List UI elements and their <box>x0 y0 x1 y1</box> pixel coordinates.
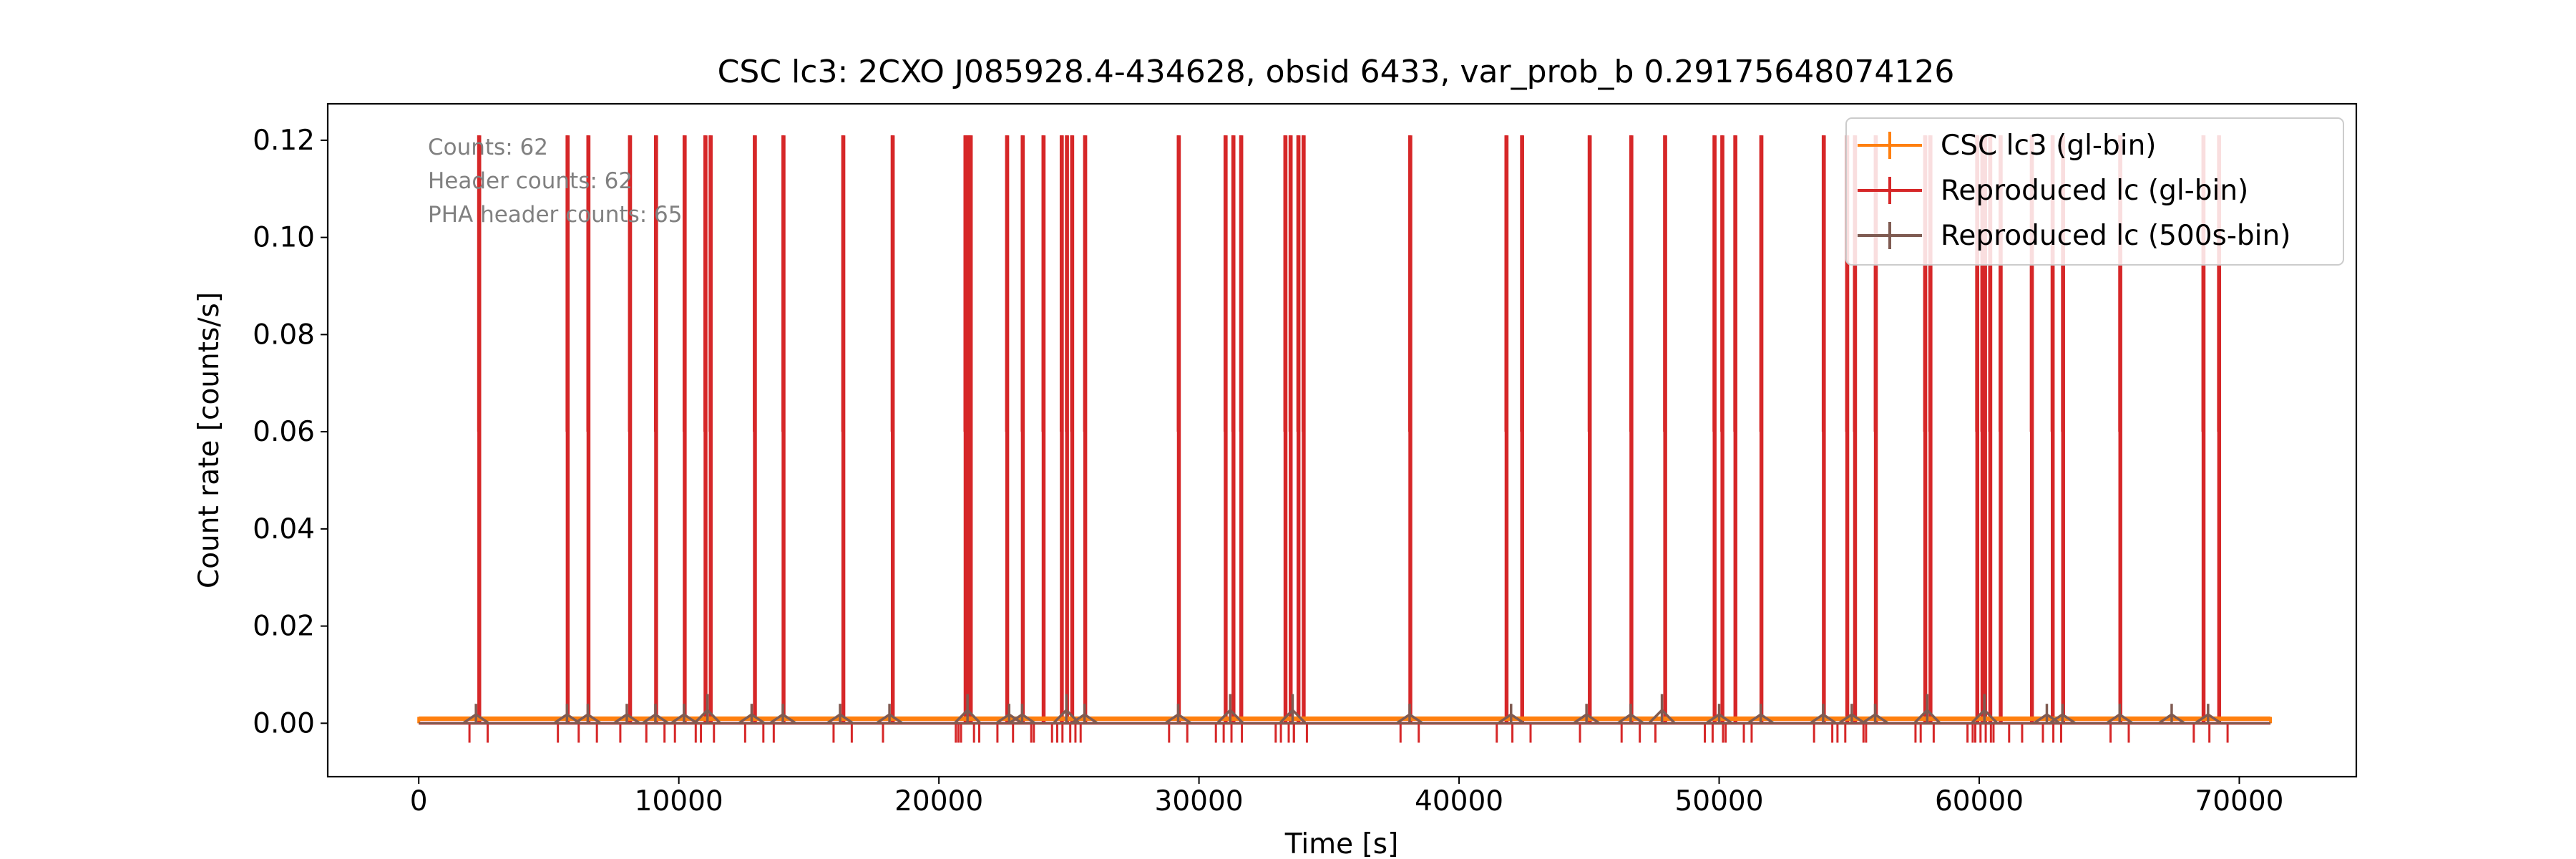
annotation-header-counts: Header counts: 62 <box>428 168 633 194</box>
y-tick-label: 0.02 <box>253 611 315 643</box>
y-tick-label: 0.12 <box>253 125 315 157</box>
x-tick-label: 10000 <box>635 785 723 817</box>
legend-label-reproduced-500s: Reproduced lc (500s-bin) <box>1941 220 2290 252</box>
y-tick-label: 0.10 <box>253 222 315 254</box>
y-axis-label: Count rate [counts/s] <box>193 292 225 588</box>
x-axis: 0 10000 20000 30000 40000 50000 60000 70000 <box>410 777 2283 817</box>
y-tick-label: 0.08 <box>253 319 315 351</box>
axes-frame <box>326 102 2358 778</box>
x-tick-label: 0 <box>410 785 428 817</box>
legend-label-reproduced-gl: Reproduced lc (gl-bin) <box>1941 175 2248 207</box>
x-axis-label: Time [s] <box>1284 828 1399 859</box>
chart-title: CSC lc3: 2CXO J085928.4-434628, obsid 64… <box>718 54 1955 90</box>
x-tick-label: 60000 <box>1935 785 2024 817</box>
legend-item-csc: CSC lc3 (gl-bin) <box>1858 130 2157 162</box>
legend-box <box>1845 117 2344 266</box>
y-tick-label: 0.04 <box>253 513 315 545</box>
plot-area <box>326 102 2358 778</box>
legend-item-reproduced-gl: Reproduced lc (gl-bin) <box>1858 175 2248 207</box>
y-axis: 0.00 0.02 0.04 0.06 0.08 0.10 0.12 <box>253 125 328 739</box>
annotation-counts: Counts: 62 <box>428 135 548 160</box>
annotation-pha-header-counts: PHA header counts: 65 <box>428 202 683 228</box>
x-tick-label: 50000 <box>1674 785 1763 817</box>
x-tick-label: 20000 <box>894 785 983 817</box>
x-tick-label: 30000 <box>1155 785 1244 817</box>
legend: CSC lc3 (gl-bin) Reproduced lc (gl-bin) … <box>1845 117 2344 266</box>
x-tick-label: 40000 <box>1415 785 1503 817</box>
legend-label-csc: CSC lc3 (gl-bin) <box>1941 130 2157 162</box>
y-tick-label: 0.00 <box>253 707 315 739</box>
counts-annotations: Counts: 62 Header counts: 62 PHA header … <box>428 135 683 228</box>
series-layer <box>417 135 2273 743</box>
y-tick-label: 0.06 <box>253 416 315 448</box>
x-tick-label: 70000 <box>2195 785 2283 817</box>
legend-item-reproduced-500s: Reproduced lc (500s-bin) <box>1858 220 2290 252</box>
